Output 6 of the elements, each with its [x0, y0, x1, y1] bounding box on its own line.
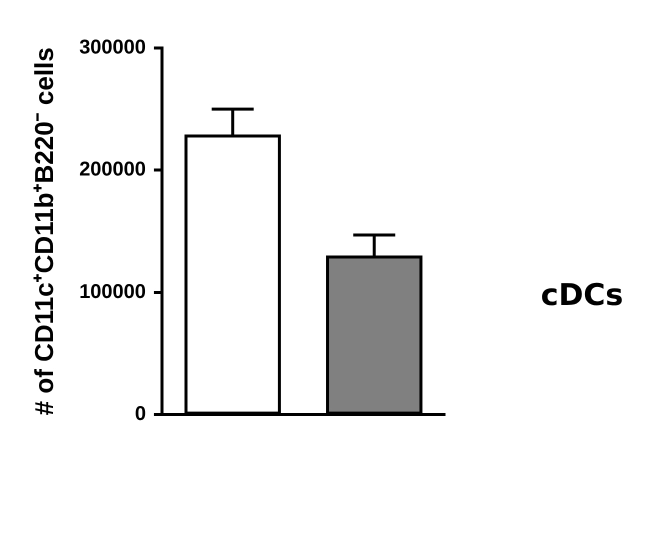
y-tick-label: 200000: [79, 158, 146, 181]
y-tick-label: 300000: [79, 36, 146, 59]
text: cDCs: [540, 278, 624, 313]
y-tick-label: 0: [134, 403, 146, 426]
y-tick-label: 100000: [79, 280, 146, 303]
y-axis-title: # of CD11c⁺CD11b⁺B220⁻ cells: [28, 47, 59, 416]
